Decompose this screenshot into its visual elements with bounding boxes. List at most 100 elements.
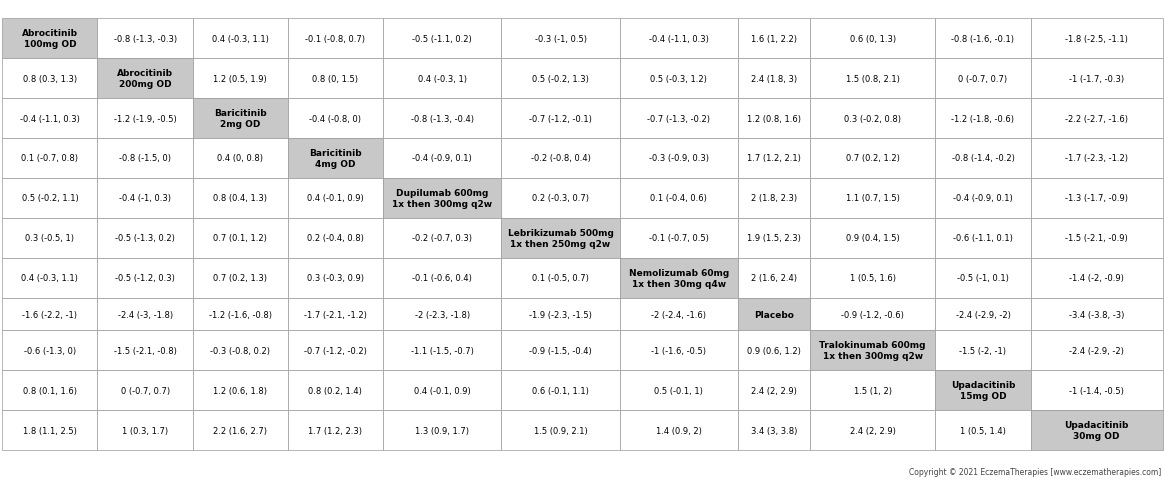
Text: -1 (-1.4, -0.5): -1 (-1.4, -0.5)	[1070, 386, 1124, 395]
Text: Tralokinumab 600mg
1x then 300mg q2w: Tralokinumab 600mg 1x then 300mg q2w	[819, 341, 925, 360]
Text: 0.5 (-0.1, 1): 0.5 (-0.1, 1)	[654, 386, 703, 395]
Text: Baricitinib
2mg OD: Baricitinib 2mg OD	[214, 109, 267, 129]
Bar	[98, 410, 193, 450]
Text: -0.6 (-1.1, 0.1): -0.6 (-1.1, 0.1)	[953, 234, 1013, 243]
Bar	[502, 410, 619, 450]
Text: 2 (1.6, 2.4): 2 (1.6, 2.4)	[751, 274, 797, 283]
Bar	[619, 331, 738, 371]
Bar	[502, 99, 619, 139]
Bar	[936, 59, 1030, 99]
Text: 0.4 (-0.3, 1.1): 0.4 (-0.3, 1.1)	[21, 274, 78, 283]
Bar	[383, 59, 502, 99]
Bar	[2, 410, 98, 450]
Text: 1.7 (1.2, 2.3): 1.7 (1.2, 2.3)	[308, 426, 362, 435]
Bar	[193, 218, 288, 258]
Bar	[98, 99, 193, 139]
Text: -0.1 (-0.6, 0.4): -0.1 (-0.6, 0.4)	[412, 274, 473, 283]
Text: 0.8 (0.1, 1.6): 0.8 (0.1, 1.6)	[23, 386, 77, 395]
Bar	[619, 298, 738, 331]
Text: -2.4 (-3, -1.8): -2.4 (-3, -1.8)	[118, 310, 172, 319]
Text: -1.5 (-2, -1): -1.5 (-2, -1)	[959, 346, 1007, 355]
Bar	[936, 258, 1030, 298]
Text: -1.6 (-2.2, -1): -1.6 (-2.2, -1)	[22, 310, 78, 319]
Text: 0 (-0.7, 0.7): 0 (-0.7, 0.7)	[121, 386, 170, 395]
Bar	[383, 19, 502, 59]
Bar	[619, 258, 738, 298]
Text: -0.9 (-1.2, -0.6): -0.9 (-1.2, -0.6)	[842, 310, 904, 319]
Text: -1.5 (-2.1, -0.8): -1.5 (-2.1, -0.8)	[114, 346, 177, 355]
Text: 0.1 (-0.4, 0.6): 0.1 (-0.4, 0.6)	[651, 194, 708, 203]
Bar	[738, 410, 810, 450]
Text: -2 (-2.4, -1.6): -2 (-2.4, -1.6)	[652, 310, 707, 319]
Text: -0.9 (-1.5, -0.4): -0.9 (-1.5, -0.4)	[530, 346, 592, 355]
Text: -0.2 (-0.7, 0.3): -0.2 (-0.7, 0.3)	[412, 234, 473, 243]
Bar	[936, 371, 1030, 410]
Bar	[738, 218, 810, 258]
Bar	[738, 371, 810, 410]
Bar	[502, 179, 619, 218]
Bar	[1030, 258, 1163, 298]
Text: 0.8 (0.3, 1.3): 0.8 (0.3, 1.3)	[23, 74, 77, 84]
Bar	[810, 179, 936, 218]
Text: Placebo: Placebo	[754, 310, 794, 319]
Bar	[810, 371, 936, 410]
Text: 1 (0.5, 1.6): 1 (0.5, 1.6)	[850, 274, 896, 283]
Bar	[383, 331, 502, 371]
Bar	[98, 19, 193, 59]
Text: Baricitinib
4mg OD: Baricitinib 4mg OD	[310, 149, 362, 168]
Bar	[383, 218, 502, 258]
Text: -0.4 (-0.9, 0.1): -0.4 (-0.9, 0.1)	[412, 154, 473, 163]
Bar	[288, 99, 383, 139]
Bar	[288, 139, 383, 179]
Text: -1.1 (-1.5, -0.7): -1.1 (-1.5, -0.7)	[411, 346, 474, 355]
Text: 1 (0.3, 1.7): 1 (0.3, 1.7)	[122, 426, 168, 435]
Text: -0.2 (-0.8, 0.4): -0.2 (-0.8, 0.4)	[531, 154, 590, 163]
Text: -2.2 (-2.7, -1.6): -2.2 (-2.7, -1.6)	[1065, 114, 1128, 123]
Text: 0.6 (0, 1.3): 0.6 (0, 1.3)	[850, 35, 896, 44]
Text: 1.3 (0.9, 1.7): 1.3 (0.9, 1.7)	[416, 426, 469, 435]
Text: -1.2 (-1.9, -0.5): -1.2 (-1.9, -0.5)	[114, 114, 177, 123]
Text: -0.7 (-1.2, -0.1): -0.7 (-1.2, -0.1)	[530, 114, 592, 123]
Text: -1.9 (-2.3, -1.5): -1.9 (-2.3, -1.5)	[530, 310, 592, 319]
Text: 0.7 (0.2, 1.2): 0.7 (0.2, 1.2)	[846, 154, 900, 163]
Text: -0.5 (-1.2, 0.3): -0.5 (-1.2, 0.3)	[115, 274, 175, 283]
Bar	[936, 331, 1030, 371]
Text: 1.6 (1, 2.2): 1.6 (1, 2.2)	[751, 35, 797, 44]
Bar	[502, 139, 619, 179]
Bar	[98, 139, 193, 179]
Bar	[810, 410, 936, 450]
Text: 0.5 (-0.3, 1.2): 0.5 (-0.3, 1.2)	[651, 74, 708, 84]
Text: -0.1 (-0.7, 0.5): -0.1 (-0.7, 0.5)	[650, 234, 709, 243]
Text: -0.5 (-1.1, 0.2): -0.5 (-1.1, 0.2)	[412, 35, 473, 44]
Text: 0.3 (-0.3, 0.9): 0.3 (-0.3, 0.9)	[307, 274, 364, 283]
Text: -0.1 (-0.8, 0.7): -0.1 (-0.8, 0.7)	[305, 35, 365, 44]
Text: 2.4 (2, 2.9): 2.4 (2, 2.9)	[751, 386, 797, 395]
Bar	[502, 371, 619, 410]
Bar	[936, 19, 1030, 59]
Bar	[288, 298, 383, 331]
Bar	[502, 19, 619, 59]
Text: 1.8 (1.1, 2.5): 1.8 (1.1, 2.5)	[23, 426, 77, 435]
Bar	[1030, 298, 1163, 331]
Bar	[98, 59, 193, 99]
Bar	[383, 179, 502, 218]
Bar	[2, 258, 98, 298]
Text: 0.6 (-0.1, 1.1): 0.6 (-0.1, 1.1)	[532, 386, 589, 395]
Text: 1.9 (1.5, 2.3): 1.9 (1.5, 2.3)	[747, 234, 801, 243]
Text: -0.3 (-1, 0.5): -0.3 (-1, 0.5)	[534, 35, 587, 44]
Bar	[288, 179, 383, 218]
Bar	[738, 179, 810, 218]
Bar	[619, 218, 738, 258]
Text: -0.7 (-1.3, -0.2): -0.7 (-1.3, -0.2)	[647, 114, 710, 123]
Bar	[936, 139, 1030, 179]
Bar	[193, 19, 288, 59]
Text: 2 (1.8, 2.3): 2 (1.8, 2.3)	[751, 194, 797, 203]
Bar	[1030, 19, 1163, 59]
Bar	[738, 298, 810, 331]
Bar	[1030, 410, 1163, 450]
Bar	[288, 218, 383, 258]
Bar	[502, 331, 619, 371]
Text: 0.4 (-0.1, 0.9): 0.4 (-0.1, 0.9)	[307, 194, 364, 203]
Text: 0.2 (-0.4, 0.8): 0.2 (-0.4, 0.8)	[307, 234, 364, 243]
Bar	[383, 99, 502, 139]
